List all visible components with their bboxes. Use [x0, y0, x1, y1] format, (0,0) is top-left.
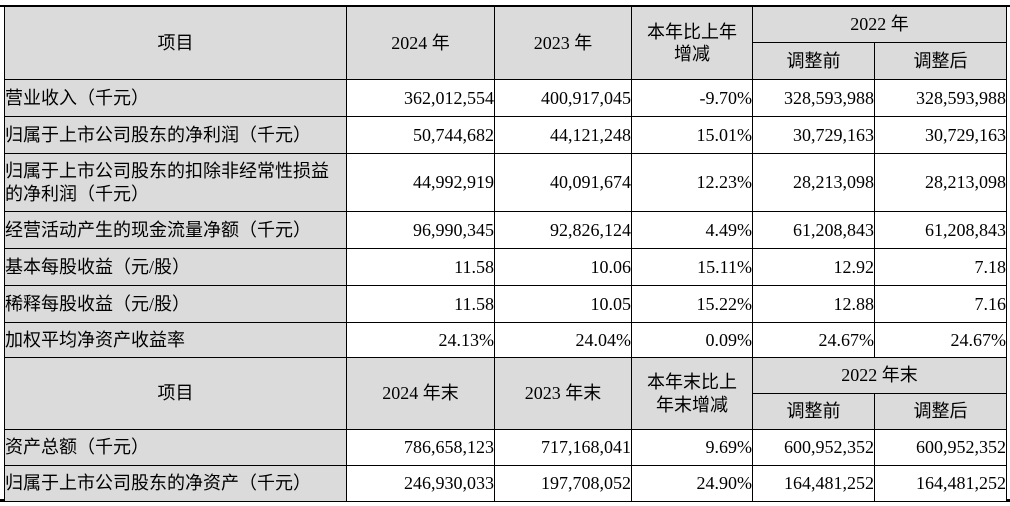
- subcol-header-post-adjust-yearend: 调整后: [874, 393, 1007, 430]
- table-row: 稀释每股收益（元/股） 11.58 10.05 15.22% 12.88 7.1…: [4, 285, 1007, 323]
- row-label: 归属于上市公司股东的净资产（千元）: [4, 465, 347, 502]
- value-2022-post: 328,593,988: [874, 79, 1007, 117]
- subcol-header-pre-adjust: 调整前: [752, 42, 875, 80]
- value-2024: 246,930,033: [346, 465, 495, 502]
- col-header-change-yearend: 本年末比上 年末增减: [631, 357, 753, 430]
- row-label: 营业收入（千元）: [4, 79, 347, 117]
- table-row: 资产总额（千元） 786,658,123 717,168,041 9.69% 6…: [4, 429, 1007, 466]
- value-change: 0.09%: [631, 322, 753, 358]
- col-header-2023: 2023 年: [494, 6, 632, 80]
- yearend-header-row-2: 调整前 调整后: [5, 393, 1007, 430]
- value-2022-pre: 600,952,352: [752, 429, 875, 466]
- value-change: 15.22%: [631, 285, 753, 323]
- value-2022-pre: 61,208,843: [752, 211, 875, 249]
- col-header-item: 项目: [4, 6, 347, 80]
- value-2024: 11.58: [346, 285, 495, 323]
- value-2024: 44,992,919: [346, 153, 495, 212]
- value-2022-pre: 12.88: [752, 285, 875, 323]
- value-2024: 96,990,345: [346, 211, 495, 249]
- value-2022-post: 7.18: [874, 248, 1007, 286]
- value-2023: 717,168,041: [494, 429, 632, 466]
- value-2023: 400,917,045: [494, 79, 632, 117]
- row-label: 经营活动产生的现金流量净额（千元）: [4, 211, 347, 249]
- col-header-2024-yearend: 2024 年末: [346, 357, 495, 430]
- value-2022-post: 30,729,163: [874, 116, 1007, 154]
- value-2024: 50,744,682: [346, 116, 495, 154]
- value-2022-pre: 30,729,163: [752, 116, 875, 154]
- row-label: 基本每股收益（元/股）: [4, 248, 347, 286]
- annual-header-row-1: 项目 2024 年 2023 年 本年比上年 增减 2022 年: [4, 6, 1007, 80]
- value-2023: 197,708,052: [494, 465, 632, 502]
- value-2022-post: 7.16: [874, 285, 1007, 323]
- value-2023: 92,826,124: [494, 211, 632, 249]
- value-2024: 362,012,554: [346, 79, 495, 117]
- value-2023: 40,091,674: [494, 153, 632, 212]
- value-change: 9.69%: [631, 429, 753, 466]
- subcol-header-post-adjust: 调整后: [874, 42, 1007, 80]
- value-2023: 10.05: [494, 285, 632, 323]
- financial-summary-table: 项目 2024 年 2023 年 本年比上年 增减 2022 年 调整前 调整后…: [4, 6, 1007, 502]
- row-label: 稀释每股收益（元/股）: [4, 285, 347, 323]
- value-2022-pre: 28,213,098: [752, 153, 875, 212]
- row-label: 归属于上市公司股东的净利润（千元）: [4, 116, 347, 154]
- value-2022-post: 28,213,098: [874, 153, 1007, 212]
- subcol-header-pre-adjust-yearend: 调整前: [752, 393, 875, 430]
- table-row: 归属于上市公司股东的净资产（千元） 246,930,033 197,708,05…: [4, 465, 1007, 502]
- table-row: 营业收入（千元） 362,012,554 400,917,045 -9.70% …: [4, 79, 1007, 117]
- col-header-item-yearend: 项目: [4, 357, 347, 430]
- value-2024: 24.13%: [346, 322, 495, 358]
- row-label: 加权平均净资产收益率: [4, 322, 347, 358]
- value-2022-pre: 24.67%: [752, 322, 875, 358]
- value-change: 12.23%: [631, 153, 753, 212]
- value-2022-post: 600,952,352: [874, 429, 1007, 466]
- value-2022-post: 164,481,252: [874, 465, 1007, 502]
- value-2023: 24.04%: [494, 322, 632, 358]
- value-2022-pre: 328,593,988: [752, 79, 875, 117]
- value-2022-pre: 12.92: [752, 248, 875, 286]
- table-row: 归属于上市公司股东的扣除非经常性损益的净利润（千元） 44,992,919 40…: [4, 153, 1007, 212]
- value-2024: 786,658,123: [346, 429, 495, 466]
- table-row: 归属于上市公司股东的净利润（千元） 50,744,682 44,121,248 …: [4, 116, 1007, 154]
- col-header-change: 本年比上年 增减: [631, 6, 753, 80]
- value-2022-post: 61,208,843: [874, 211, 1007, 249]
- row-label: 资产总额（千元）: [4, 429, 347, 466]
- value-2022-pre: 164,481,252: [752, 465, 875, 502]
- value-2023: 10.06: [494, 248, 632, 286]
- value-change: -9.70%: [631, 79, 753, 117]
- group-header-2022-yearend: 2022 年末: [752, 357, 1007, 394]
- table-row: 基本每股收益（元/股） 11.58 10.06 15.11% 12.92 7.1…: [4, 248, 1007, 286]
- table-row: 加权平均净资产收益率 24.13% 24.04% 0.09% 24.67% 24…: [4, 322, 1007, 358]
- value-change: 4.49%: [631, 211, 753, 249]
- value-2022-post: 24.67%: [874, 322, 1007, 358]
- yearend-header-row-1: 项目 2024 年末 2023 年末 本年末比上 年末增减 2022 年末: [4, 357, 1007, 430]
- col-header-2023-yearend: 2023 年末: [494, 357, 632, 430]
- row-label: 归属于上市公司股东的扣除非经常性损益的净利润（千元）: [4, 153, 347, 212]
- group-header-2022: 2022 年: [752, 6, 1007, 43]
- value-change: 24.90%: [631, 465, 753, 502]
- col-header-2024: 2024 年: [346, 6, 495, 80]
- value-change: 15.01%: [631, 116, 753, 154]
- value-2024: 11.58: [346, 248, 495, 286]
- value-2023: 44,121,248: [494, 116, 632, 154]
- table-row: 经营活动产生的现金流量净额（千元） 96,990,345 92,826,124 …: [4, 211, 1007, 249]
- value-change: 15.11%: [631, 248, 753, 286]
